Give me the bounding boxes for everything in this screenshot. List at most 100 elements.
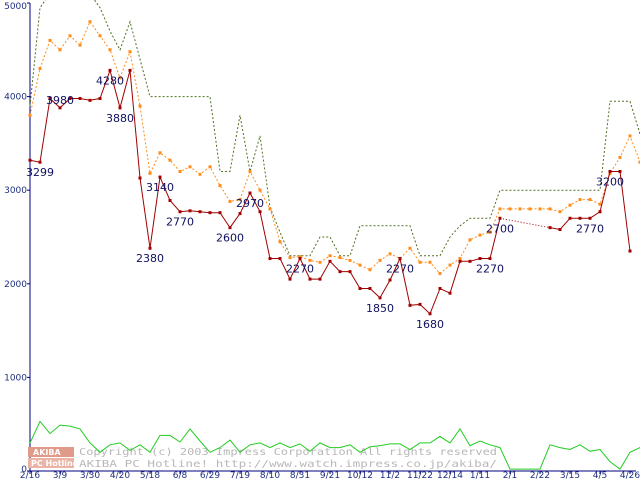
series-min-point: [268, 257, 272, 261]
series-min-point: [168, 198, 172, 202]
x-tick-label: 11/22: [407, 471, 433, 480]
series-avg-point: [98, 34, 102, 38]
series-min-point: [368, 286, 372, 290]
x-tick-label: 4/20: [110, 471, 130, 480]
site-url-text: AKIBA PC Hotline! http://www.watch.impre…: [79, 459, 497, 470]
data-label: 2270: [386, 263, 414, 276]
series-min-point: [428, 312, 432, 316]
y-tick-label: 0: [21, 465, 27, 475]
series-avg-point: [28, 113, 32, 117]
series-min-point: [148, 246, 152, 250]
series-count: [29, 420, 640, 470]
series-min-point: [58, 106, 62, 110]
series-avg-point: [588, 198, 592, 202]
series-avg-point: [68, 34, 72, 38]
series-avg-point: [108, 48, 112, 52]
series-max-line: [29, 0, 640, 257]
series-min-point: [238, 212, 242, 216]
series-avg-point: [188, 165, 192, 169]
series-avg-point: [48, 38, 52, 42]
series-min-point: [628, 249, 632, 253]
series-avg-point: [348, 258, 352, 262]
series-avg-point: [578, 198, 582, 202]
series-min-gap: [499, 217, 551, 229]
series-avg-point: [58, 48, 62, 52]
series-min-point: [418, 302, 422, 306]
y-tick-label: 2000: [4, 280, 27, 290]
series-min-point: [288, 277, 292, 281]
series-min-point: [228, 226, 232, 230]
x-tick-label: 3/9: [53, 471, 68, 480]
x-tick-label: 6/8: [173, 471, 188, 480]
series-min-point: [328, 259, 332, 263]
series-min-point: [548, 226, 552, 230]
series-min-point: [158, 175, 162, 179]
series-avg-line: [29, 20, 640, 275]
series-min-point: [618, 169, 622, 173]
series-avg-point: [368, 268, 372, 272]
data-label: 1850: [366, 302, 394, 315]
series-min-point: [478, 257, 482, 261]
data-label: 3299: [26, 166, 54, 179]
data-label: 2270: [286, 263, 314, 276]
series-min-point: [338, 270, 342, 274]
akiba-logo: AKIBA PC Hotline!: [28, 447, 82, 468]
data-label: 3200: [596, 175, 624, 188]
series-min-point: [178, 210, 182, 214]
series-avg-point: [548, 207, 552, 211]
y-tick-label: 3000: [4, 186, 27, 196]
data-labels: 3299 3980 4280 3880 2380 3140 2770 2600 2970 2270…: [26, 74, 624, 330]
series-avg-point: [498, 207, 502, 211]
series-min-point: [128, 68, 132, 72]
data-label: 2770: [576, 222, 604, 235]
x-tick-label: 2/1: [503, 471, 517, 480]
series-min-line: [29, 68, 501, 315]
x-tick-label: 2/16: [20, 471, 40, 480]
series-avg-point: [238, 198, 242, 202]
data-label: 3880: [106, 112, 134, 125]
x-tick-label: 3/30: [80, 471, 100, 480]
data-label: 2600: [216, 232, 244, 245]
series-min-point: [28, 158, 32, 162]
series-min-point: [98, 96, 102, 100]
series-min-point: [438, 286, 442, 290]
data-label: 2970: [236, 197, 264, 210]
series-min-point: [258, 210, 262, 214]
series-min-point: [308, 277, 312, 281]
series-avg-point: [168, 158, 172, 162]
series-avg-point: [518, 207, 522, 211]
x-tick-label: 6/29: [200, 471, 220, 480]
series-min-point: [388, 278, 392, 282]
akiba-logo-top: [28, 447, 74, 457]
series-min-point: [198, 210, 202, 214]
series-min-point: [78, 96, 82, 100]
series-avg-point: [538, 207, 542, 211]
series-min-point: [208, 211, 212, 215]
series-avg-point: [408, 246, 412, 250]
series-min-point: [118, 106, 122, 110]
data-label: 3140: [146, 181, 174, 194]
series-avg: [28, 20, 640, 276]
series-min-point: [498, 216, 502, 220]
series-min-point: [298, 257, 302, 261]
x-tick-label: 11/2: [380, 471, 400, 480]
series-avg-point: [128, 50, 132, 54]
data-label: 2270: [476, 263, 504, 276]
x-tick-label: 7/19: [230, 471, 250, 480]
series-min-point: [348, 270, 352, 274]
series-min-point: [598, 210, 602, 214]
series-min-point: [38, 160, 42, 164]
series-avg-point: [388, 252, 392, 256]
series-avg-point: [218, 184, 222, 188]
series-min-point: [138, 176, 142, 180]
series-avg-point: [528, 207, 532, 211]
x-tick-label: 9/21: [320, 471, 340, 480]
series-min-point: [468, 259, 472, 263]
series-min-point: [588, 216, 592, 220]
data-label: 2770: [166, 216, 194, 229]
akiba-logo-bottom: [28, 458, 74, 468]
series-min-point: [488, 257, 492, 261]
x-ticks: 2/16 3/9 3/30 4/20 5/18 6/8 6/29 7/19 8/10 8/31 9/…: [20, 471, 640, 480]
series-avg-point: [148, 171, 152, 175]
